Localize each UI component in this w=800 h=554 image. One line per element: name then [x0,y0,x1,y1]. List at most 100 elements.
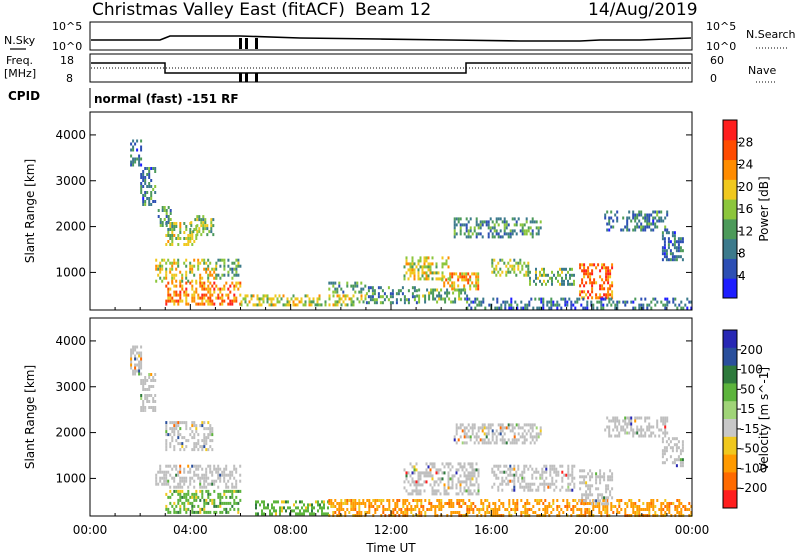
velocity-cell-4 [169,495,172,499]
power-cell-10 [405,298,408,302]
velocity-cell-6 [330,499,333,502]
velocity-cell-4 [165,504,168,508]
velocity-cell-6 [358,499,361,502]
power-cell-5 [157,264,160,268]
velocity-cell-6 [572,508,575,511]
velocity-cell-7 [467,492,470,496]
power-cell-17 [591,281,594,285]
velocity-cell-6 [660,508,663,511]
power-cell-12 [449,284,452,288]
power-cell-14 [489,217,492,221]
power-cell-13 [440,297,443,301]
power-cell-9 [336,287,339,291]
power-cell-18 [664,228,667,232]
velocity-cell-6 [378,505,381,508]
power-cell-12 [469,284,472,288]
power-cell-1 [152,188,155,191]
velocity-cell-3 [195,473,198,477]
velocity-cell-1 [146,394,149,397]
velocity-cell-12 [675,458,678,462]
power-cell-16 [543,267,545,271]
velocity-cell-4 [175,510,178,514]
velocity-cell-2 [179,427,182,431]
power-cell-4 [210,221,213,225]
power-cell-19 [675,246,678,250]
power-cell-11 [405,271,408,275]
velocity-cell-9 [573,464,576,468]
velocity-cell-0 [136,357,139,361]
power-cell-19 [661,252,664,256]
velocity-cell-5 [285,500,287,504]
velocity-cell-9 [549,464,552,468]
power-cell-18 [666,210,669,214]
power-cell-8 [304,300,307,304]
nave-tick-low: 0 [710,72,717,85]
velocity-cell-5 [323,512,325,516]
velocity-cell-8 [501,435,504,439]
velocity-cell-6 [546,508,549,511]
power-cell-20 [654,303,657,307]
velocity-cell-11 [630,428,633,432]
velocity-cell-10 [595,475,598,479]
power-cell-16 [529,276,531,280]
power-cell-1 [150,179,153,182]
velocity-cell-1 [142,400,145,403]
power-cell-6 [229,284,232,288]
velocity-cell-6 [678,511,681,514]
power-cell-20 [484,306,487,310]
power-cell-18 [606,222,609,226]
velocity-cell-7 [439,480,442,484]
velocity-cell-4 [191,504,194,508]
velocity-cell-2 [191,436,194,440]
power-cell-15 [513,267,516,271]
power-cell-19 [679,246,682,250]
power-cell-18 [608,216,611,220]
velocity-cell-6 [424,511,427,514]
velocity-cell-2 [165,421,168,425]
power-cell-19 [665,252,668,256]
velocity-cell-8 [471,426,474,430]
power-cell-20 [552,300,555,304]
power-cell-6 [233,287,236,291]
velocity-cell-6 [480,502,483,505]
velocity-cell-12 [663,461,666,465]
velocity-cell-4 [203,510,206,514]
power-cell-20 [650,306,653,310]
power-cell-6 [223,299,226,303]
power-cell-1 [152,200,155,203]
power-cell-17 [591,290,594,294]
velocity-cell-11 [630,416,633,420]
power-cell-8 [258,300,261,304]
velocity-cell-8 [477,429,480,433]
velocity-cell-10 [603,502,606,506]
power-cell-12 [463,272,466,276]
power-cell-10 [389,295,392,299]
velocity-cell-6 [598,508,601,511]
velocity-cell-4 [233,489,236,493]
velocity-cell-6 [630,505,633,508]
velocity-cell-3 [165,473,168,477]
velocity-cell-6 [410,511,413,514]
velocity-cell-1 [146,379,149,382]
power-cell-10 [397,289,400,293]
power-cell-19 [661,246,664,250]
velocity-cell-8 [477,441,480,445]
velocity-cell-2 [193,442,196,446]
power-cell-20 [572,303,575,307]
power-cell-5 [175,279,178,283]
velocity-cell-2 [209,445,212,449]
velocity-cell-6 [342,502,345,505]
nsearch-tick-low: 10^0 [706,40,736,53]
velocity-cell-12 [681,458,684,462]
power-cell-3 [165,243,168,246]
velocity-cell-6 [504,508,507,511]
velocity-cell-7 [433,465,436,469]
power-cell-17 [587,272,590,276]
power-cell-16 [551,279,553,283]
power-cell-13 [444,297,447,301]
velocity-cell-3 [219,467,222,471]
power-cell-14 [469,229,472,233]
power-cell-1 [144,200,147,203]
velocity-cell-2 [203,439,206,443]
velocity-cell-6 [656,499,659,502]
